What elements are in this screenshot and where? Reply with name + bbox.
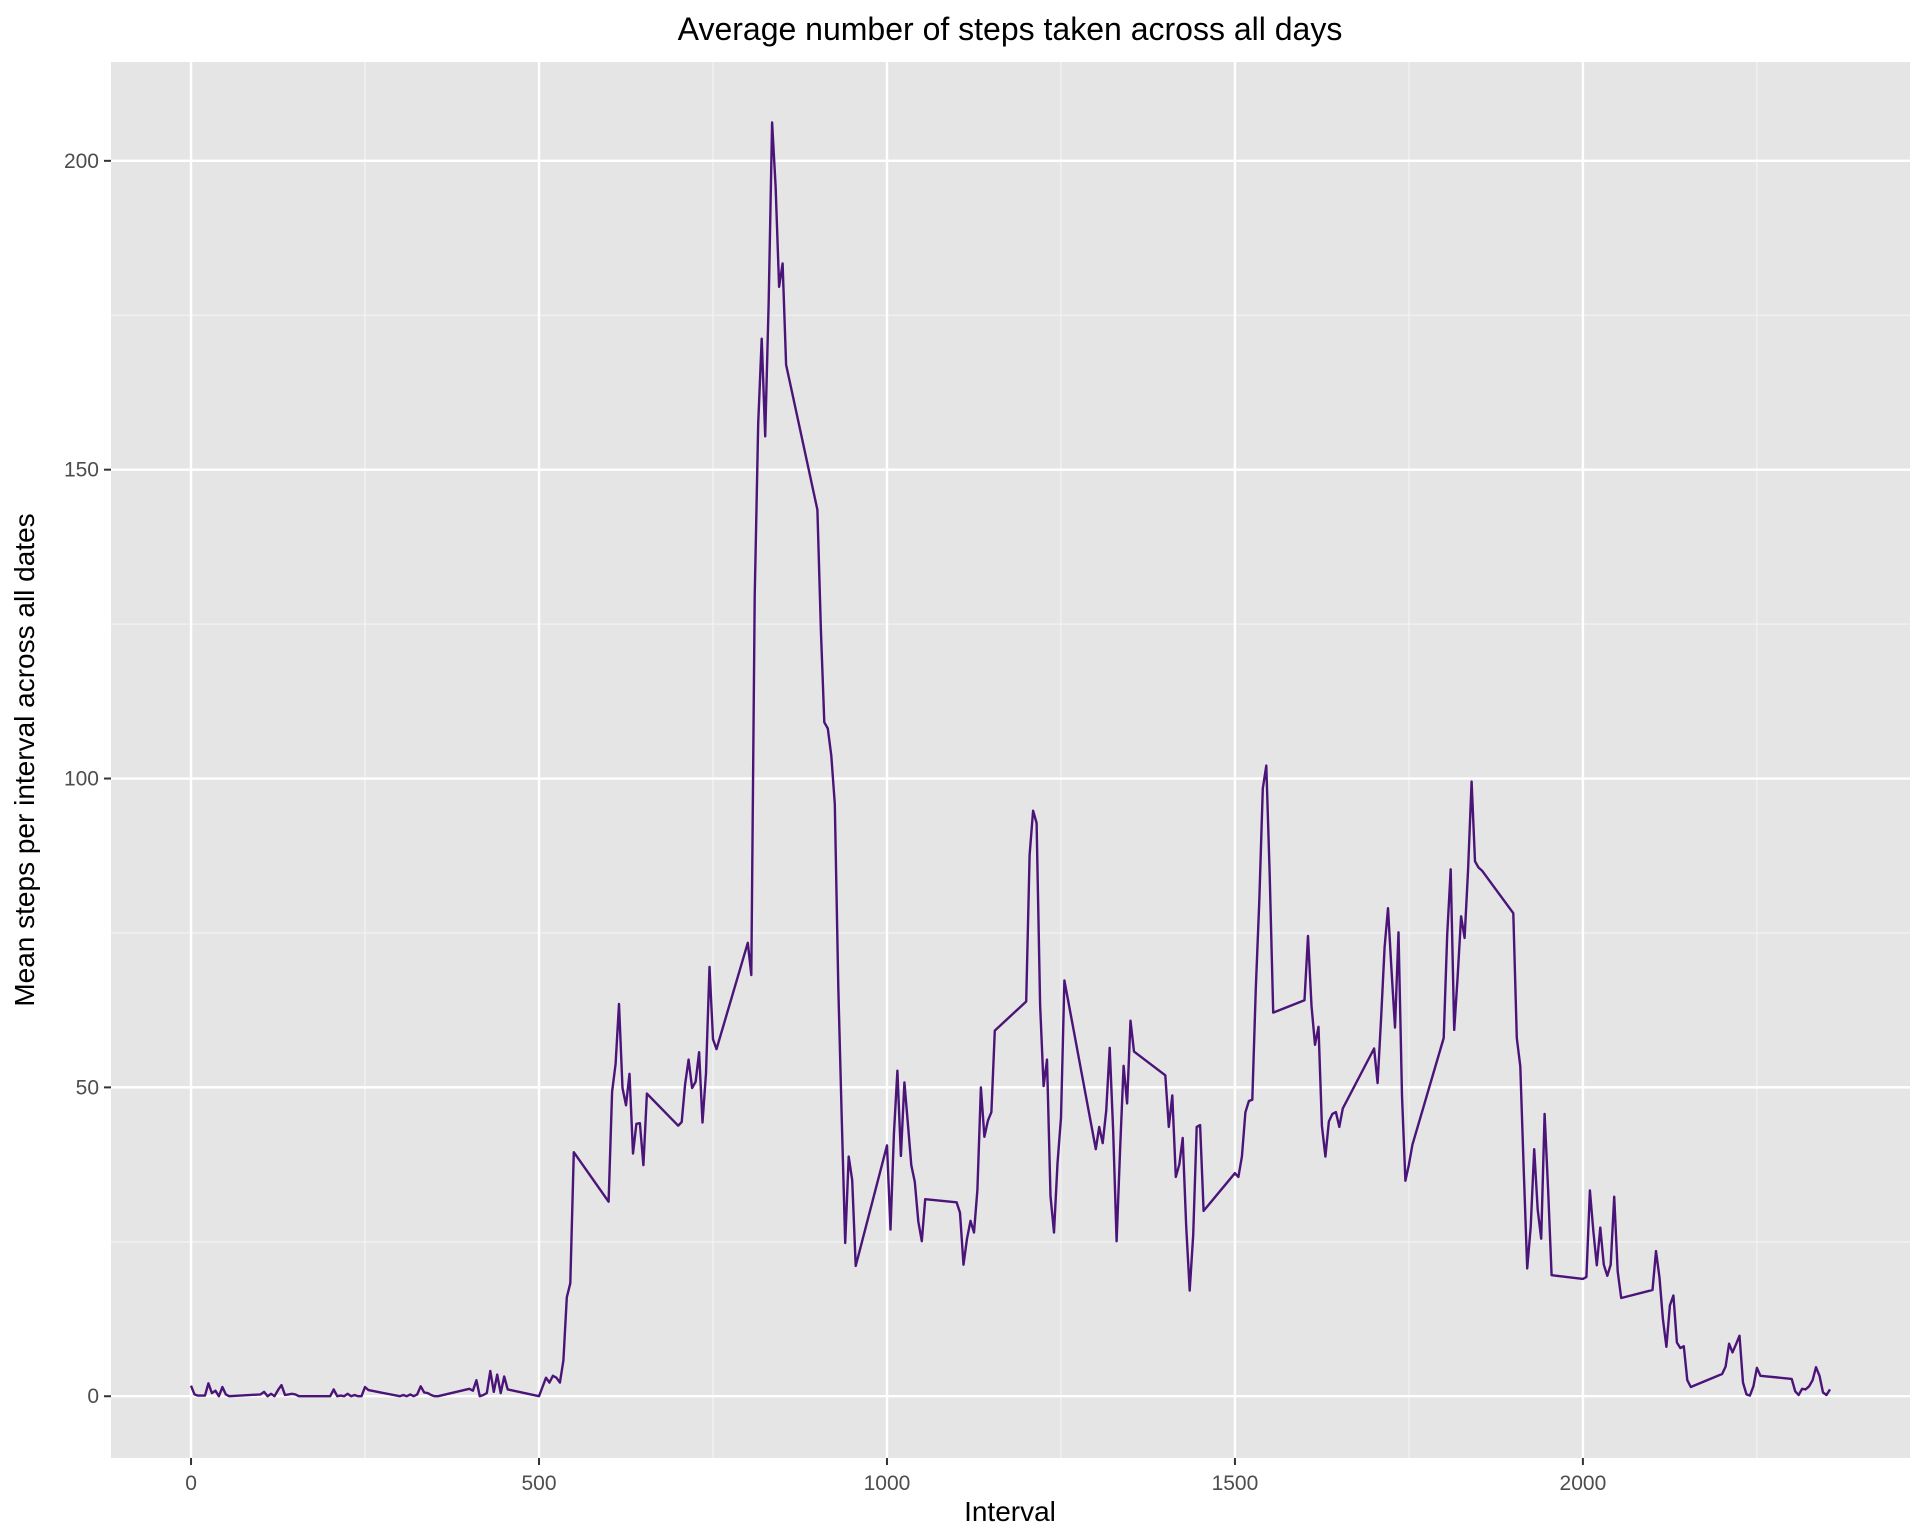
major-gridlines [111, 62, 1910, 1458]
y-tick-label: 150 [64, 459, 99, 482]
y-axis-ticks: 0 50 100 150 200 [64, 150, 111, 1408]
series-line [189, 121, 1832, 1398]
y-tick-label: 200 [64, 150, 99, 173]
x-axis-ticks: 0 500 1000 1500 2000 [185, 1458, 1606, 1495]
minor-gridlines [111, 62, 1910, 1458]
x-tick-label: 500 [521, 1472, 556, 1495]
x-tick-label: 1000 [864, 1472, 911, 1495]
y-tick-label: 100 [64, 768, 99, 791]
x-axis-title: Interval [964, 1496, 1056, 1527]
x-tick-label: 1500 [1212, 1472, 1259, 1495]
plot-panel [111, 62, 1910, 1458]
x-tick-label: 0 [185, 1472, 197, 1495]
chart-title: Average number of steps taken across all… [678, 11, 1343, 47]
x-tick-label: 2000 [1560, 1472, 1607, 1495]
y-axis-title: Mean steps per interval across all dates [9, 513, 40, 1006]
y-tick-label: 50 [76, 1076, 99, 1099]
y-tick-label: 0 [87, 1385, 99, 1408]
